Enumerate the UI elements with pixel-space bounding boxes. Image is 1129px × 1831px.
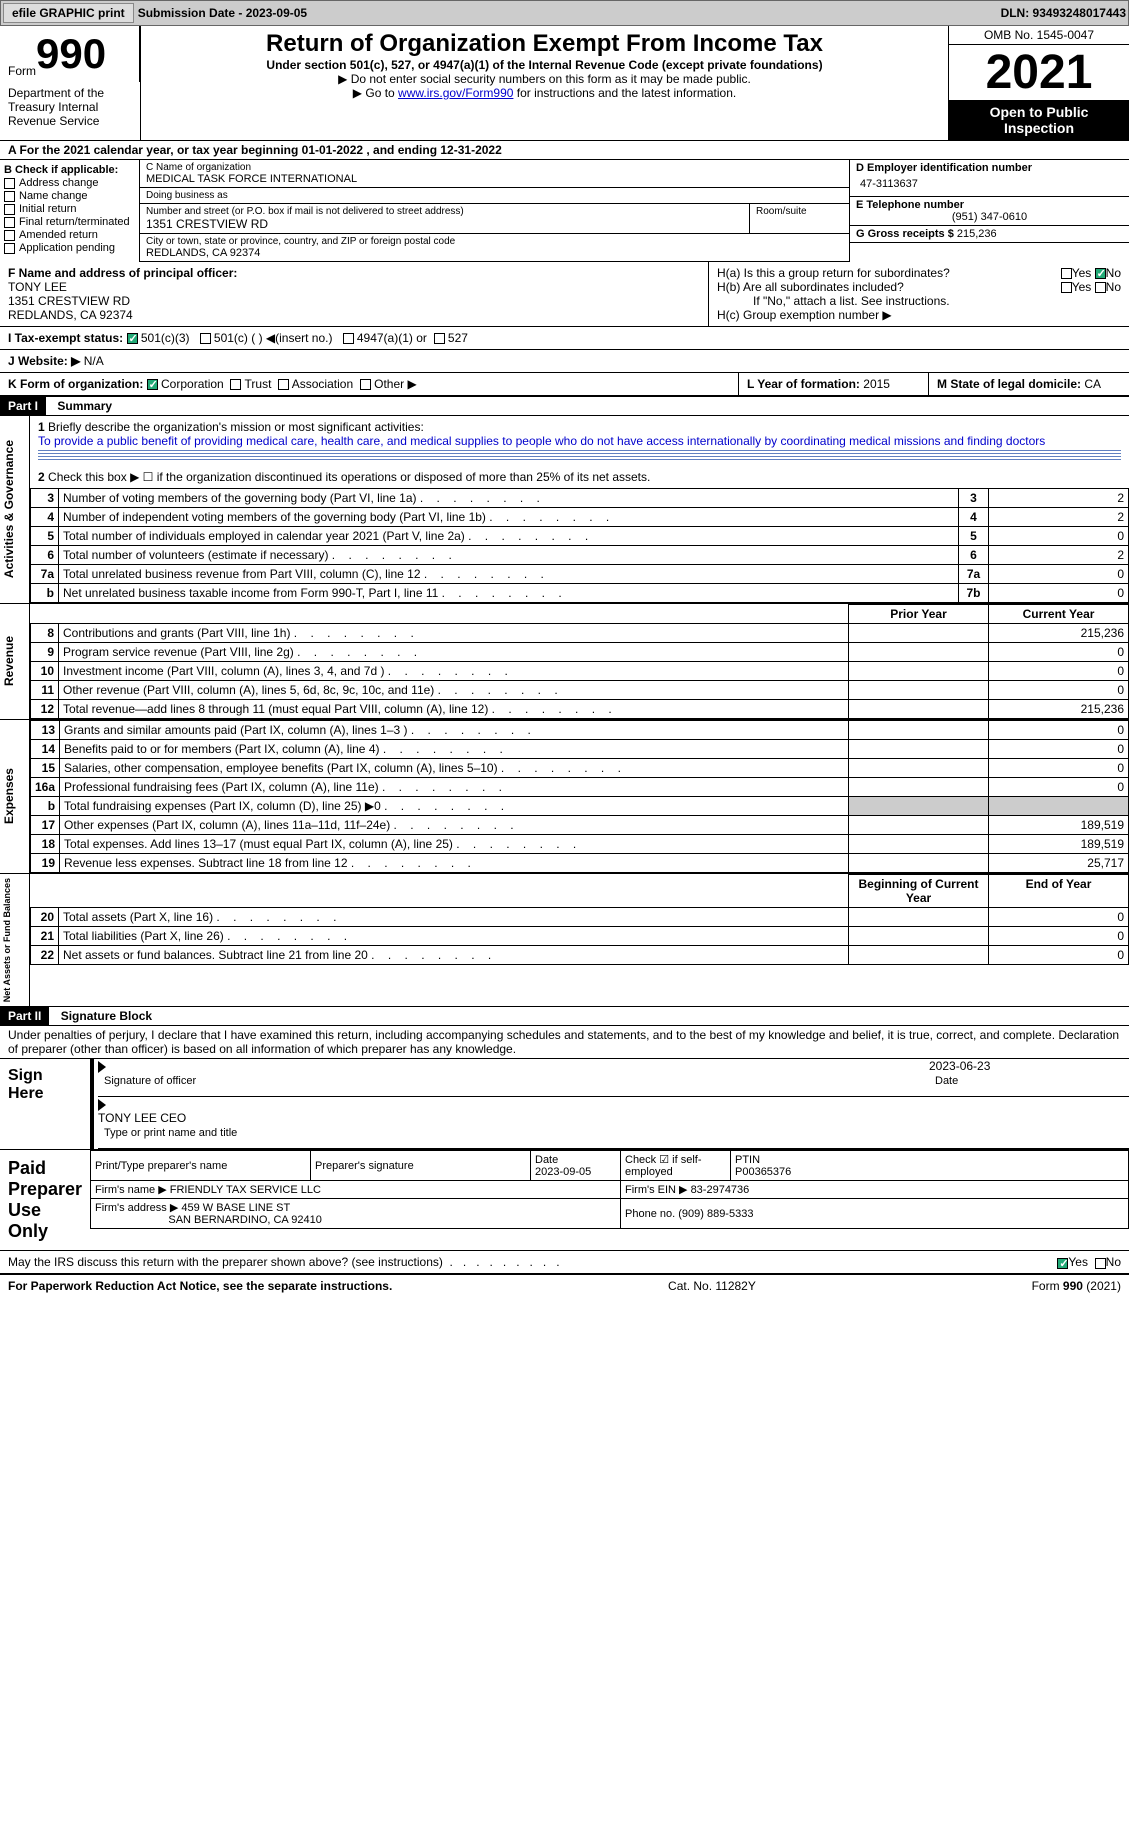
checkbox-hb-no[interactable] [1095,282,1106,293]
checkbox-discuss-yes[interactable] [1057,1258,1068,1269]
sig-date: 2023-06-23 [929,1059,1129,1073]
paid-preparer-label: Paid Preparer Use Only [0,1150,90,1250]
part1-header: Part I Summary [0,396,1129,416]
line-2: 2 Check this box ▶ ☐ if the organization… [30,466,1129,488]
mission-block: 1 Briefly describe the organization's mi… [30,416,1129,466]
checkbox-discuss-no[interactable] [1095,1258,1106,1269]
street: 1351 CRESTVIEW RD [146,217,743,231]
section-b-header: B Check if applicable: [4,164,135,176]
form-header: Form 990 Department of the Treasury Inte… [0,26,1129,141]
submission-date: Submission Date - 2023-09-05 [138,6,307,20]
checkbox-hb-yes[interactable] [1061,282,1072,293]
irs-link[interactable]: www.irs.gov/Form990 [398,86,513,100]
section-l: L Year of formation: 2015 [739,373,929,395]
officer-name: TONY LEE CEO [98,1111,1129,1125]
mission-text: To provide a public benefit of providing… [38,434,1045,448]
dln: DLN: 93493248017443 [1001,6,1126,20]
section-g: G Gross receipts $ 215,236 [850,226,1129,243]
vert-revenue: Revenue [0,604,30,719]
vert-netassets: Net Assets or Fund Balances [0,874,30,1006]
section-c: C Name of organizationMEDICAL TASK FORCE… [140,160,849,262]
checkbox-501c3[interactable] [127,333,138,344]
org-name: MEDICAL TASK FORCE INTERNATIONAL [146,173,843,185]
vert-activities: Activities & Governance [0,416,30,603]
sig-officer-label: Signature of officer [104,1075,196,1087]
tax-year: 2021 [949,45,1129,100]
checkbox-assoc[interactable] [278,379,289,390]
expenses-table: 13Grants and similar amounts paid (Part … [30,720,1129,873]
checkbox-name[interactable] [4,191,15,202]
checkbox-4947[interactable] [343,333,354,344]
officer-name-label: Type or print name and title [98,1125,1129,1149]
form-label: Form [8,64,36,78]
checkbox-501c[interactable] [200,333,211,344]
checkbox-corp[interactable] [147,379,158,390]
city: REDLANDS, CA 92374 [146,247,843,259]
checkbox-527[interactable] [434,333,445,344]
activities-table: 3Number of voting members of the governi… [30,488,1129,603]
arrow-icon [98,1099,106,1111]
section-k: K Form of organization: Corporation Trus… [0,373,739,395]
section-f: F Name and address of principal officer:… [0,262,709,326]
jurat: Under penalties of perjury, I declare th… [0,1026,1129,1058]
section-b: B Check if applicable: Address change Na… [0,160,140,262]
checkbox-initial[interactable] [4,204,15,215]
inspection-notice: Open to Public Inspection [949,100,1129,140]
section-e: E Telephone number(951) 347-0610 [850,197,1129,226]
toolbar: efile GRAPHIC print Submission Date - 20… [0,0,1129,26]
checkbox-ha-yes[interactable] [1061,268,1072,279]
section-m: M State of legal domicile: CA [929,373,1129,395]
revenue-table: Prior YearCurrent Year8Contributions and… [30,604,1129,719]
vert-expenses: Expenses [0,720,30,873]
note-ssn: ▶ Do not enter social security numbers o… [145,72,944,86]
form-title: Return of Organization Exempt From Incom… [145,30,944,58]
checkbox-ha-no[interactable] [1095,268,1106,279]
line-a: A For the 2021 calendar year, or tax yea… [0,141,1129,160]
netassets-table: Beginning of Current YearEnd of Year20To… [30,874,1129,965]
section-h: H(a) Is this a group return for subordin… [709,262,1129,326]
section-d: D Employer identification number47-31136… [850,160,1129,197]
checkbox-address[interactable] [4,178,15,189]
note-goto: ▶ Go to www.irs.gov/Form990 for instruct… [145,86,944,100]
efile-print-button[interactable]: efile GRAPHIC print [3,3,134,23]
form-number: 990 [36,30,106,78]
section-j: J Website: ▶ N/A [0,350,112,372]
checkbox-other[interactable] [360,379,371,390]
checkbox-final[interactable] [4,217,15,228]
checkbox-pending[interactable] [4,243,15,254]
department: Department of the Treasury Internal Reve… [0,82,140,132]
discuss-row: May the IRS discuss this return with the… [0,1251,1129,1273]
preparer-table: Print/Type preparer's name Preparer's si… [90,1150,1129,1229]
arrow-icon [98,1061,106,1073]
section-i: I Tax-exempt status: 501(c)(3) 501(c) ( … [0,327,1129,349]
omb-number: OMB No. 1545-0047 [949,26,1129,45]
part2-header: Part II Signature Block [0,1006,1129,1026]
sig-date-label: Date [929,1073,1129,1097]
sign-here-label: Sign Here [0,1059,90,1149]
checkbox-amended[interactable] [4,230,15,241]
footer: For Paperwork Reduction Act Notice, see … [0,1273,1129,1297]
checkbox-trust[interactable] [230,379,241,390]
form-subtitle: Under section 501(c), 527, or 4947(a)(1)… [145,58,944,72]
